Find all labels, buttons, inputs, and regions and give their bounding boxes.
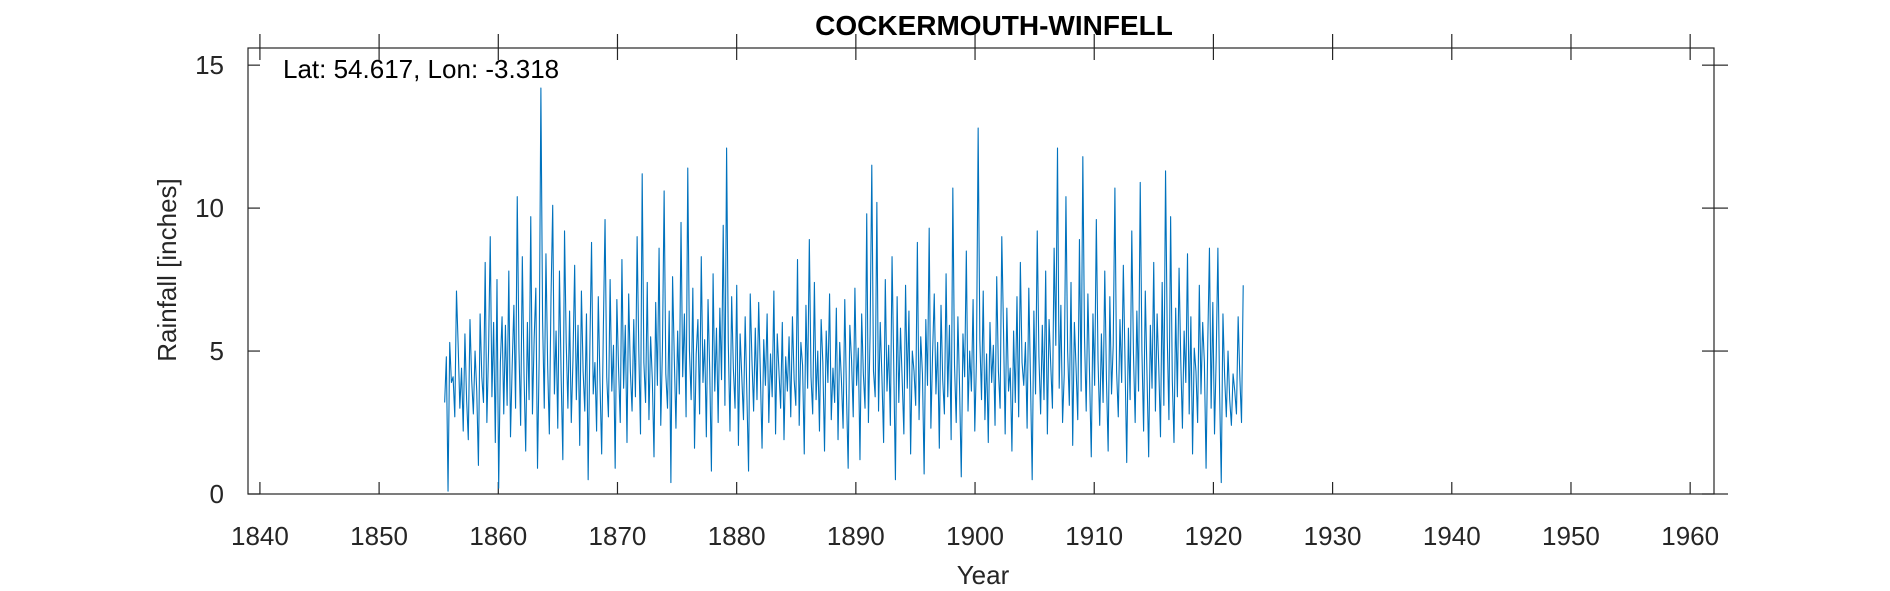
x-tick-labels: 1840 1850 1860 1870 1880 1890 1900 1910 1920 1930… bbox=[231, 521, 1719, 551]
rainfall-series-line bbox=[444, 87, 1244, 492]
y-tick-label: 5 bbox=[210, 336, 224, 366]
x-tick-label: 1900 bbox=[946, 521, 1004, 551]
x-tick-label: 1880 bbox=[708, 521, 766, 551]
x-tick-label: 1920 bbox=[1184, 521, 1242, 551]
y-tick-labels: 0 5 10 15 bbox=[195, 50, 224, 509]
x-tick-label: 1940 bbox=[1423, 521, 1481, 551]
x-axis-label: Year bbox=[957, 560, 1010, 590]
x-tick-label: 1910 bbox=[1065, 521, 1123, 551]
y-tick-label: 0 bbox=[210, 479, 224, 509]
x-tick-label: 1930 bbox=[1304, 521, 1362, 551]
y-axis-label: Rainfall [inches] bbox=[152, 178, 182, 362]
x-tick-label: 1890 bbox=[827, 521, 885, 551]
x-tick-label: 1950 bbox=[1542, 521, 1600, 551]
axis-ticks bbox=[248, 34, 1728, 495]
y-tick-label: 10 bbox=[195, 193, 224, 223]
chart-title: COCKERMOUTH-WINFELL bbox=[815, 10, 1173, 41]
x-tick-label: 1860 bbox=[469, 521, 527, 551]
y-tick-label: 15 bbox=[195, 50, 224, 80]
plot-axes-box bbox=[247, 47, 1715, 495]
x-tick-label: 1840 bbox=[231, 521, 289, 551]
x-tick-label: 1960 bbox=[1661, 521, 1719, 551]
location-annotation: Lat: 54.617, Lon: -3.318 bbox=[283, 54, 559, 84]
series-layer bbox=[444, 87, 1244, 492]
x-tick-label: 1850 bbox=[350, 521, 408, 551]
x-tick-label: 1870 bbox=[589, 521, 647, 551]
plot-frame bbox=[247, 47, 1715, 495]
